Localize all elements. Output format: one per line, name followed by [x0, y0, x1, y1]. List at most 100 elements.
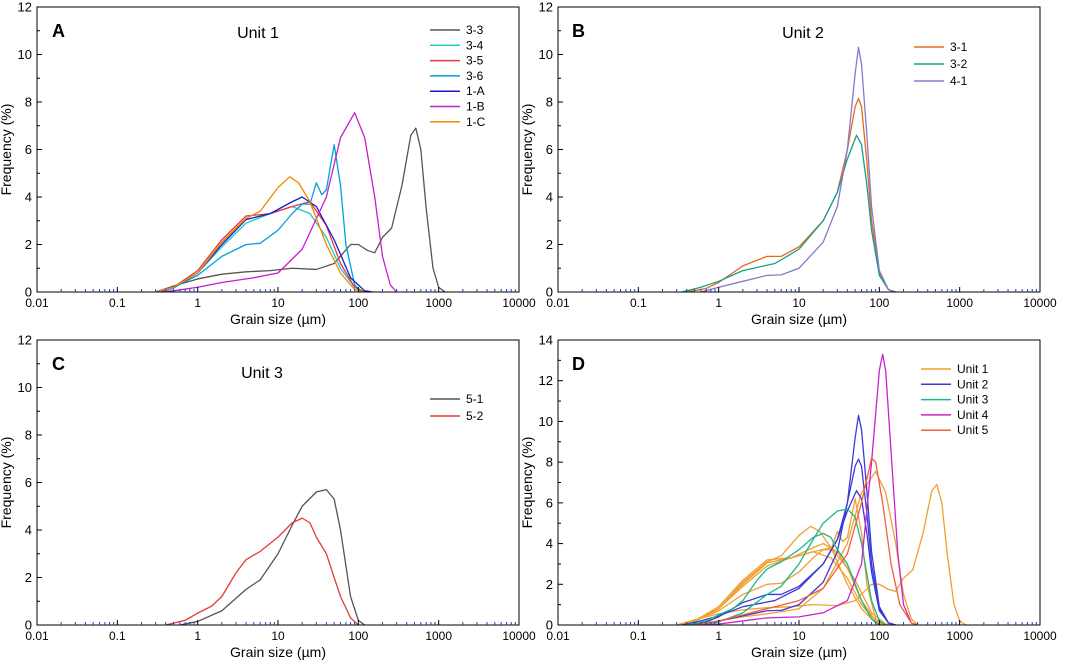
series-line-unit-3 — [700, 508, 887, 625]
y-tick-label: 10 — [18, 380, 32, 395]
y-tick-label: 12 — [18, 333, 32, 348]
panel-letter: C — [52, 354, 65, 374]
chart-title: Unit 2 — [782, 25, 824, 42]
series-line-3-5 — [155, 201, 365, 292]
x-tick-label: 1 — [715, 629, 722, 643]
x-tick-label: 1 — [194, 629, 201, 643]
x-tick-label: 100 — [869, 629, 889, 643]
y-tick-label: 10 — [539, 414, 553, 429]
series-line-5-1 — [179, 488, 366, 625]
x-axis-label: Grain size (µm) — [230, 644, 326, 660]
panel-letter: A — [52, 21, 65, 41]
y-axis-label: Frequency (%) — [519, 437, 535, 529]
x-tick-label: 1000 — [946, 296, 973, 310]
y-tick-label: 6 — [25, 142, 32, 157]
y-tick-label: 6 — [546, 495, 553, 510]
y-tick-label: 10 — [18, 47, 32, 62]
x-tick-label: 1 — [715, 296, 722, 310]
y-tick-label: 2 — [546, 577, 553, 592]
x-tick-label: 0.1 — [109, 296, 126, 310]
chart-panel-a: 0.01 0.1 1 10 100 1000 10000 0 2 4 6 8 10 12 Grain siz… — [0, 0, 536, 327]
legend-entry: 3-3 — [466, 23, 484, 37]
chart-panel-c: 0.01 0.1 1 10 100 1000 10000 0 2 4 6 8 10 12 Grain siz… — [0, 333, 536, 661]
y-tick-label: 12 — [18, 0, 32, 15]
series-group — [165, 488, 366, 625]
chart-title: Unit 1 — [237, 25, 279, 42]
series-line-unit-3 — [686, 532, 880, 625]
series-line-1-b — [155, 112, 398, 292]
x-tick-label: 100 — [348, 629, 368, 643]
x-tick-label: 1000 — [425, 296, 452, 310]
y-tick-label: 0 — [25, 618, 32, 633]
legend-entry: Unit 4 — [957, 408, 989, 422]
y-tick-label: 12 — [539, 0, 553, 15]
series-line-5-2 — [165, 517, 359, 625]
x-tick-label: 100 — [869, 296, 889, 310]
series-line-unit-1 — [676, 525, 886, 625]
legend-entry: 5-2 — [466, 409, 484, 423]
x-tick-label: 0.01 — [546, 629, 570, 643]
legend-entry: Unit 5 — [957, 423, 989, 437]
y-tick-label: 8 — [25, 428, 32, 443]
y-tick-label: 8 — [25, 95, 32, 110]
x-tick-label: 10 — [271, 629, 285, 643]
legend-entry: 3-5 — [466, 54, 484, 68]
y-tick-label: 10 — [539, 47, 553, 62]
x-tick-label: 0.1 — [109, 629, 126, 643]
legend: 5-15-2 — [430, 392, 484, 423]
y-tick-label: 2 — [546, 237, 553, 252]
series-line-unit-2 — [686, 458, 896, 625]
x-tick-label: 10000 — [502, 629, 536, 643]
legend-entry: Unit 3 — [957, 393, 989, 407]
x-tick-label: 10 — [792, 629, 806, 643]
plot-frame — [36, 6, 520, 293]
y-tick-label: 4 — [546, 536, 553, 551]
series-line-unit-4 — [700, 353, 918, 625]
legend-entry: 1-B — [466, 100, 485, 114]
y-tick-label: 0 — [546, 285, 553, 300]
panel-letter: D — [572, 354, 585, 374]
y-tick-label: 4 — [25, 523, 32, 538]
legend-entry: 3-6 — [466, 69, 484, 83]
x-tick-label: 0.01 — [25, 629, 49, 643]
legend: 3-33-4 3-53-61-A 1-B1-C — [430, 23, 486, 129]
x-tick-label: 10000 — [1023, 629, 1057, 643]
y-tick-label: 0 — [25, 285, 32, 300]
x-tick-label: 100 — [348, 296, 368, 310]
series-line-unit-2 — [700, 414, 896, 625]
y-tick-label: 4 — [25, 190, 32, 205]
chart-title: Unit 3 — [241, 365, 283, 382]
y-tick-label: 6 — [546, 142, 553, 157]
x-tick-label: 10000 — [502, 296, 536, 310]
series-line-3-1 — [686, 97, 896, 292]
x-tick-label: 0.01 — [25, 296, 49, 310]
y-tick-label: 0 — [546, 618, 553, 633]
series-line-3-2 — [681, 134, 896, 292]
x-tick-label: 0.1 — [630, 296, 647, 310]
x-tick-label: 10 — [271, 296, 285, 310]
series-group — [681, 46, 896, 292]
y-tick-label: 4 — [546, 190, 553, 205]
legend-entry: 4-1 — [950, 74, 968, 88]
x-tick-label: 10000 — [1023, 296, 1057, 310]
x-axis-label: Grain size (µm) — [751, 311, 847, 327]
legend-entry: 3-2 — [950, 57, 968, 71]
series-line-unit-1 — [676, 483, 967, 625]
legend: 3-1 3-2 4-1 — [914, 40, 968, 88]
x-tick-label: 1000 — [425, 629, 452, 643]
y-tick-label: 2 — [25, 237, 32, 252]
legend-entry: 3-4 — [466, 38, 484, 52]
y-axis-label: Frequency (%) — [519, 104, 535, 196]
y-tick-label: 6 — [25, 475, 32, 490]
x-tick-label: 1 — [194, 296, 201, 310]
legend-entry: Unit 2 — [957, 377, 989, 391]
series-line-3-6 — [155, 144, 363, 292]
series-line-3-3 — [155, 127, 446, 292]
y-tick-label: 8 — [546, 95, 553, 110]
y-axis-label: Frequency (%) — [0, 437, 14, 529]
series-line-unit-1 — [676, 498, 884, 625]
x-tick-label: 0.01 — [546, 296, 570, 310]
series-line-4-1 — [700, 46, 896, 292]
